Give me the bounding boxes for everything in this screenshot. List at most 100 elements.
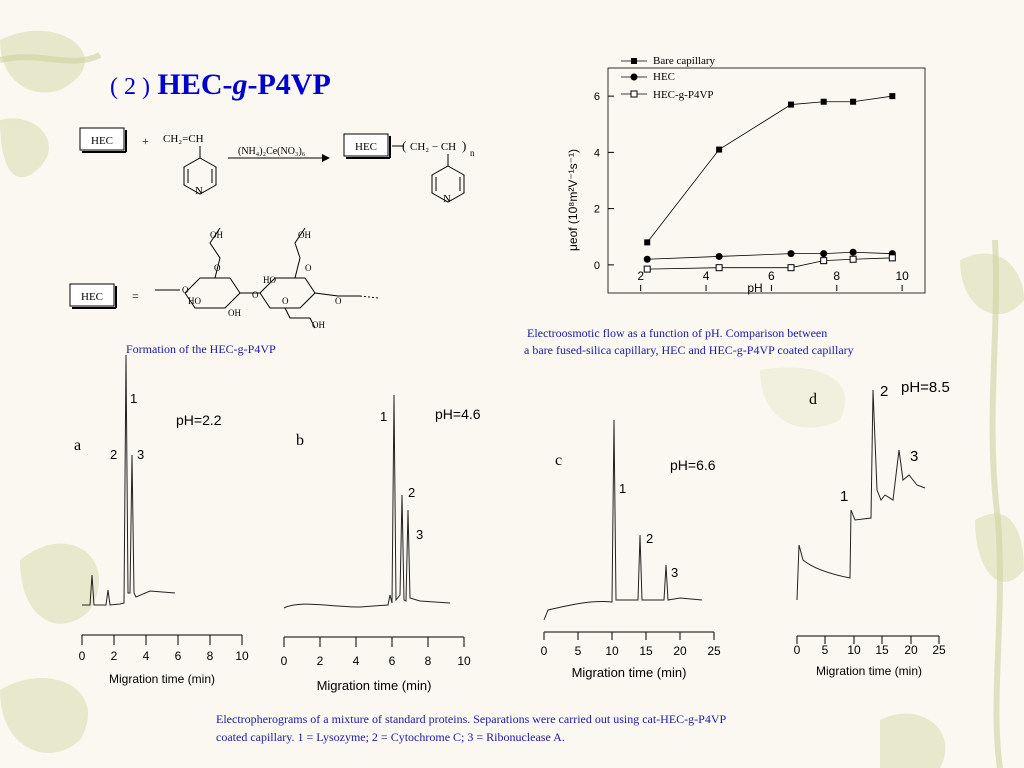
- svg-text:O: O: [252, 290, 259, 300]
- panel-letter-a: a: [74, 437, 81, 454]
- svg-text:2: 2: [111, 649, 118, 663]
- trace-c: [543, 419, 703, 621]
- svg-text:OH: OH: [312, 320, 325, 330]
- svg-text:O: O: [182, 285, 189, 295]
- ph-label-c: pH=6.6: [670, 457, 716, 473]
- svg-text:15: 15: [875, 643, 889, 657]
- electropherogram-c: c pH=6.6 1 2 3 0 5 10 15 20 25 Migration…: [541, 419, 721, 680]
- hec-box-product: HEC: [343, 133, 391, 159]
- ph-label-a: pH=2.2: [176, 412, 222, 428]
- pyridine-ring-product-icon: [431, 165, 465, 203]
- eof-point: [716, 146, 723, 153]
- polymer-chain-label: CH₂ − CH: [410, 141, 456, 153]
- svg-text:25: 25: [932, 643, 946, 657]
- svg-text:5: 5: [822, 643, 829, 657]
- eof-xlabel: pH: [747, 281, 762, 295]
- hec-box-definition: HEC: [69, 283, 117, 309]
- svg-text:O: O: [335, 296, 342, 306]
- svg-text:): ): [462, 138, 466, 153]
- svg-text:0: 0: [541, 644, 548, 658]
- eof-plot-frame: [607, 67, 926, 294]
- xlabel-c: Migration time (min): [572, 665, 687, 680]
- svg-text:OH: OH: [298, 230, 311, 240]
- eof-point: [820, 257, 828, 265]
- ph-label-d: pH=8.5: [901, 379, 950, 396]
- eof-ytick-label: 6: [594, 91, 600, 103]
- svg-text:3: 3: [910, 448, 918, 465]
- eof-point: [715, 252, 723, 260]
- electropherogram-d: d pH=8.5 1 2 3 0 5 10 15 20 25 Migration…: [794, 379, 950, 678]
- svg-text:OH: OH: [228, 308, 241, 318]
- trace-d: [796, 389, 926, 601]
- svg-text:n: n: [470, 148, 475, 158]
- eof-series-line: [646, 95, 893, 243]
- eof-point: [850, 98, 857, 105]
- svg-text:O: O: [305, 263, 312, 273]
- svg-text:10: 10: [605, 644, 619, 658]
- eof-point: [849, 255, 857, 263]
- legend-hec-g-p4vp: HEC-g-P4VP: [653, 89, 714, 101]
- eof-point: [643, 255, 651, 263]
- svg-text:N: N: [195, 185, 203, 197]
- svg-text:O: O: [282, 296, 289, 306]
- svg-text:0: 0: [79, 649, 86, 663]
- eof-point: [788, 101, 795, 108]
- eof-point: [889, 93, 896, 100]
- svg-text:5: 5: [575, 644, 582, 658]
- svg-text:15: 15: [639, 644, 653, 658]
- eof-ytick-label: 0: [594, 260, 600, 272]
- svg-text:HEC: HEC: [355, 141, 377, 153]
- eof-xtick-label: 10: [895, 269, 909, 283]
- reaction-scheme: HEC + CH₂=CH N (NH₄)₂Ce(NO₃)₆ HEC ( CH₂ …: [69, 127, 475, 330]
- pyridine-ring-icon: [183, 157, 217, 195]
- trace-b: [283, 394, 451, 609]
- eof-point: [820, 250, 828, 258]
- xlabel-d: Migration time (min): [816, 664, 922, 678]
- svg-text:4: 4: [143, 649, 150, 663]
- svg-text:1: 1: [380, 409, 387, 424]
- eof-point: [820, 98, 827, 105]
- catalyst-label: (NH₄)₂Ce(NO₃)₆: [238, 146, 306, 157]
- eof-point: [644, 239, 651, 246]
- svg-text:6: 6: [389, 654, 396, 668]
- svg-text:20: 20: [904, 643, 918, 657]
- svg-text:3: 3: [137, 447, 144, 462]
- ph-label-b: pH=4.6: [435, 406, 481, 422]
- svg-text:10: 10: [235, 649, 249, 663]
- svg-text:OH: OH: [210, 230, 223, 240]
- eof-point: [643, 265, 651, 273]
- panel-letter-c: c: [555, 452, 562, 469]
- svg-text:0: 0: [794, 643, 801, 657]
- eof-xtick-label: 2: [637, 269, 644, 283]
- svg-text:=: =: [132, 289, 139, 303]
- eof-point: [888, 254, 896, 262]
- svg-text:2: 2: [110, 447, 117, 462]
- eof-ylabel: μeof (10⁸m²V⁻¹s⁻¹): [566, 149, 580, 251]
- eof-point: [787, 264, 795, 272]
- eof-ytick-label: 4: [594, 147, 600, 159]
- eof-xtick-label: 4: [703, 269, 710, 283]
- svg-text:10: 10: [457, 654, 471, 668]
- vinyl-group-label: CH₂=CH: [163, 133, 204, 145]
- svg-text:20: 20: [673, 644, 687, 658]
- eof-point: [787, 250, 795, 258]
- eof-caption-line2: a bare fused-silica capillary, HEC and H…: [524, 343, 854, 357]
- svg-text:0: 0: [281, 654, 288, 668]
- svg-text:1: 1: [619, 481, 626, 496]
- eof-chart: 2 4 6 8 10 0 2 4 6 pH μeof (10⁸m²V⁻¹s⁻¹) Bare ca…: [566, 55, 926, 295]
- eof-series-line: [647, 257, 893, 270]
- panel-letter-d: d: [809, 391, 817, 408]
- svg-text:O: O: [214, 263, 221, 273]
- svg-text:2: 2: [880, 383, 888, 400]
- eof-xtick-label: 8: [833, 269, 840, 283]
- bottom-caption-line1: Electropherograms of a mixture of standa…: [216, 712, 727, 726]
- svg-text:4: 4: [353, 654, 360, 668]
- eof-ytick-label: 2: [594, 204, 600, 216]
- xlabel-a: Migration time (min): [109, 672, 215, 686]
- svg-text:(: (: [402, 138, 406, 153]
- eof-point: [849, 248, 857, 256]
- eof-caption-line1: Electroosmotic flow as a function of pH.…: [527, 326, 828, 340]
- svg-text:6: 6: [175, 649, 182, 663]
- trace-a: [82, 355, 176, 606]
